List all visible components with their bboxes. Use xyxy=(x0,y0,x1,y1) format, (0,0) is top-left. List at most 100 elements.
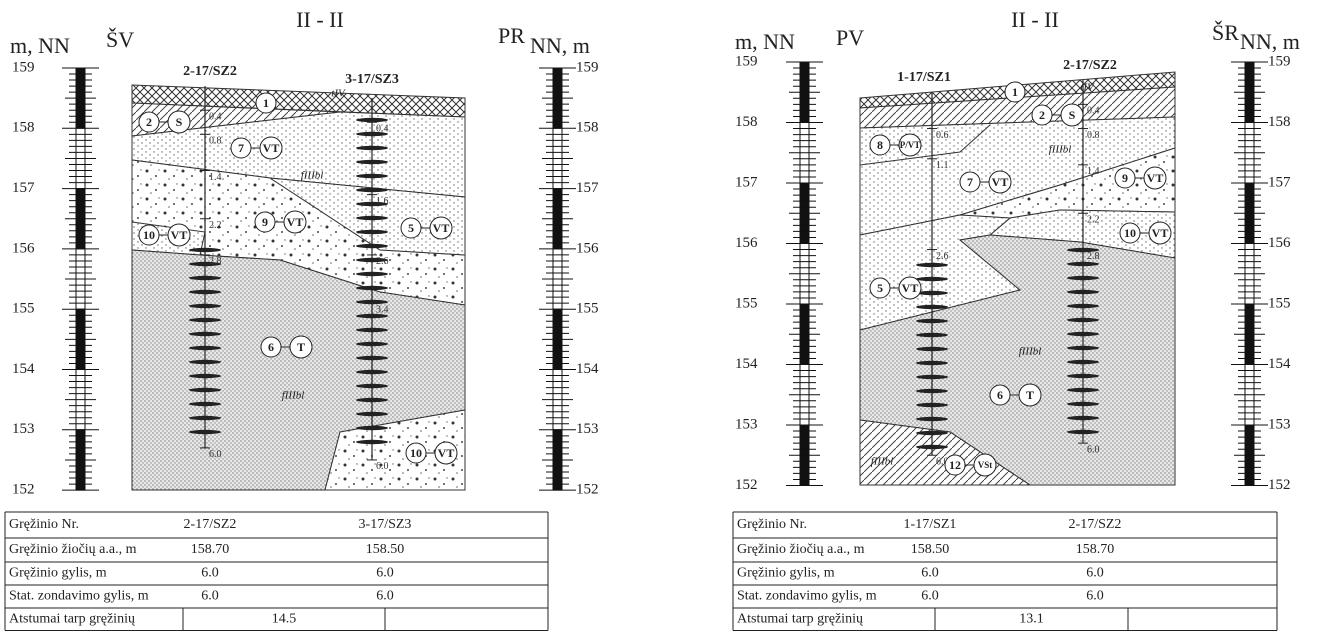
table-label: Atstumai tarp gręžinių xyxy=(737,611,863,626)
layer-code: VT xyxy=(1152,226,1169,240)
section-title: II - II xyxy=(1011,7,1059,32)
layer-code: S xyxy=(1069,108,1076,122)
scale-label: 154 xyxy=(1268,356,1291,372)
probe-mark xyxy=(356,174,388,178)
probe-mark xyxy=(916,347,948,351)
scale-label: 153 xyxy=(735,416,758,432)
depth-label: 2.6 xyxy=(936,251,949,262)
layer-number: 7 xyxy=(238,141,244,155)
depth-label: 2.8 xyxy=(209,256,222,267)
probe-mark xyxy=(356,384,388,388)
scale-label: 155 xyxy=(735,295,758,311)
depth-label: 0.4 xyxy=(1087,106,1100,117)
probe-mark xyxy=(916,431,948,435)
probe-mark xyxy=(916,361,948,365)
depth-label: 2.2 xyxy=(1087,215,1100,226)
table-value: 6.0 xyxy=(921,589,939,604)
probe-mark xyxy=(1067,262,1099,266)
layer-number: 10 xyxy=(410,446,422,460)
table-value: 158.70 xyxy=(1076,542,1115,557)
probe-mark xyxy=(189,430,221,434)
depth-label: 2.8 xyxy=(1087,251,1100,262)
scale-label: 157 xyxy=(12,180,35,196)
layer-code: VT xyxy=(171,228,188,242)
scale-label: 157 xyxy=(576,180,599,196)
table-value: 2-17/SZ2 xyxy=(184,517,237,532)
layer-number: 2 xyxy=(146,115,152,129)
layer-code: T xyxy=(1026,388,1034,402)
table-value: 6.0 xyxy=(376,566,394,581)
section-title: II - II xyxy=(296,7,344,32)
borehole-name: 1-17/SZ1 xyxy=(897,70,951,85)
table-value: 6.0 xyxy=(921,566,939,581)
probe-mark xyxy=(1067,290,1099,294)
probe-mark xyxy=(1067,276,1099,280)
probe-mark xyxy=(189,416,221,420)
scale-label: 152 xyxy=(1268,477,1291,493)
geologic-index: fIIIbl xyxy=(1019,346,1042,358)
probe-mark xyxy=(356,370,388,374)
depth-label: 0.8 xyxy=(1087,130,1100,141)
probe-mark xyxy=(356,146,388,150)
scale-label: 153 xyxy=(576,421,599,437)
table-label: Stat. zondavimo gylis, m xyxy=(9,589,149,604)
scale-label: 159 xyxy=(1268,53,1291,69)
depth-label: 2.6 xyxy=(376,256,389,267)
probe-mark xyxy=(916,445,948,449)
scale-label: 152 xyxy=(576,482,599,498)
depth-label: 3.4 xyxy=(376,304,389,315)
geologic-index: tIV xyxy=(1080,82,1095,94)
depth-label: 0.8 xyxy=(209,136,222,147)
table-value: 6.0 xyxy=(1086,566,1104,581)
scale-label: 155 xyxy=(576,301,599,317)
scale-label: 159 xyxy=(12,59,35,75)
layer-number: 7 xyxy=(967,175,973,189)
direction-label: ŠR xyxy=(1212,20,1239,45)
scale-label: 152 xyxy=(735,477,758,493)
table-value: 6.0 xyxy=(376,589,394,604)
probe-mark xyxy=(189,374,221,378)
geologic-index: tIV xyxy=(331,88,346,100)
scale-label: 155 xyxy=(12,301,35,317)
scale-label: 158 xyxy=(12,120,35,136)
table-value: 13.1 xyxy=(1019,611,1044,626)
table-value: 158.50 xyxy=(911,542,950,557)
probe-mark xyxy=(1067,388,1099,392)
probe-mark xyxy=(356,440,388,444)
scale-label: 152 xyxy=(12,482,35,498)
probe-mark xyxy=(356,426,388,430)
layer-code: VT xyxy=(1147,171,1164,185)
layer-code: VT xyxy=(992,175,1009,189)
layer-code: VT xyxy=(902,281,919,295)
layer-code: VSt xyxy=(978,460,993,470)
depth-label: 6.0 xyxy=(376,461,389,472)
scale-label: 158 xyxy=(735,114,758,130)
probe-mark xyxy=(189,304,221,308)
axis-label: m, NN xyxy=(735,29,795,54)
table-value: 6.0 xyxy=(201,589,219,604)
depth-label: 1.4 xyxy=(209,172,222,183)
layer-label: 1 xyxy=(1005,82,1025,102)
table-label: Gręžinio gylis, m xyxy=(737,566,835,581)
layer-number: 6 xyxy=(268,340,274,354)
layer-code: T xyxy=(297,340,305,354)
layer-code: P/VT xyxy=(900,140,921,150)
table-value: 3-17/SZ3 xyxy=(359,517,412,532)
scale-label: 159 xyxy=(735,53,758,69)
scale-label: 156 xyxy=(735,235,758,251)
scale-label: 156 xyxy=(12,240,35,256)
layer-number: 5 xyxy=(877,281,883,295)
depth-label: 0.4 xyxy=(209,112,222,123)
probe-mark xyxy=(356,160,388,164)
scale-label: 157 xyxy=(1268,174,1291,190)
direction-label: PR xyxy=(498,23,525,48)
geologic-index: fIIIbl xyxy=(282,390,305,402)
probe-mark xyxy=(356,188,388,192)
probe-mark xyxy=(916,375,948,379)
probe-mark xyxy=(916,263,948,267)
layer-number: 2 xyxy=(1039,108,1045,122)
probe-mark xyxy=(916,319,948,323)
scale-label: 155 xyxy=(1268,295,1291,311)
probe-mark xyxy=(916,305,948,309)
table-label: Gręžinio Nr. xyxy=(737,517,807,532)
